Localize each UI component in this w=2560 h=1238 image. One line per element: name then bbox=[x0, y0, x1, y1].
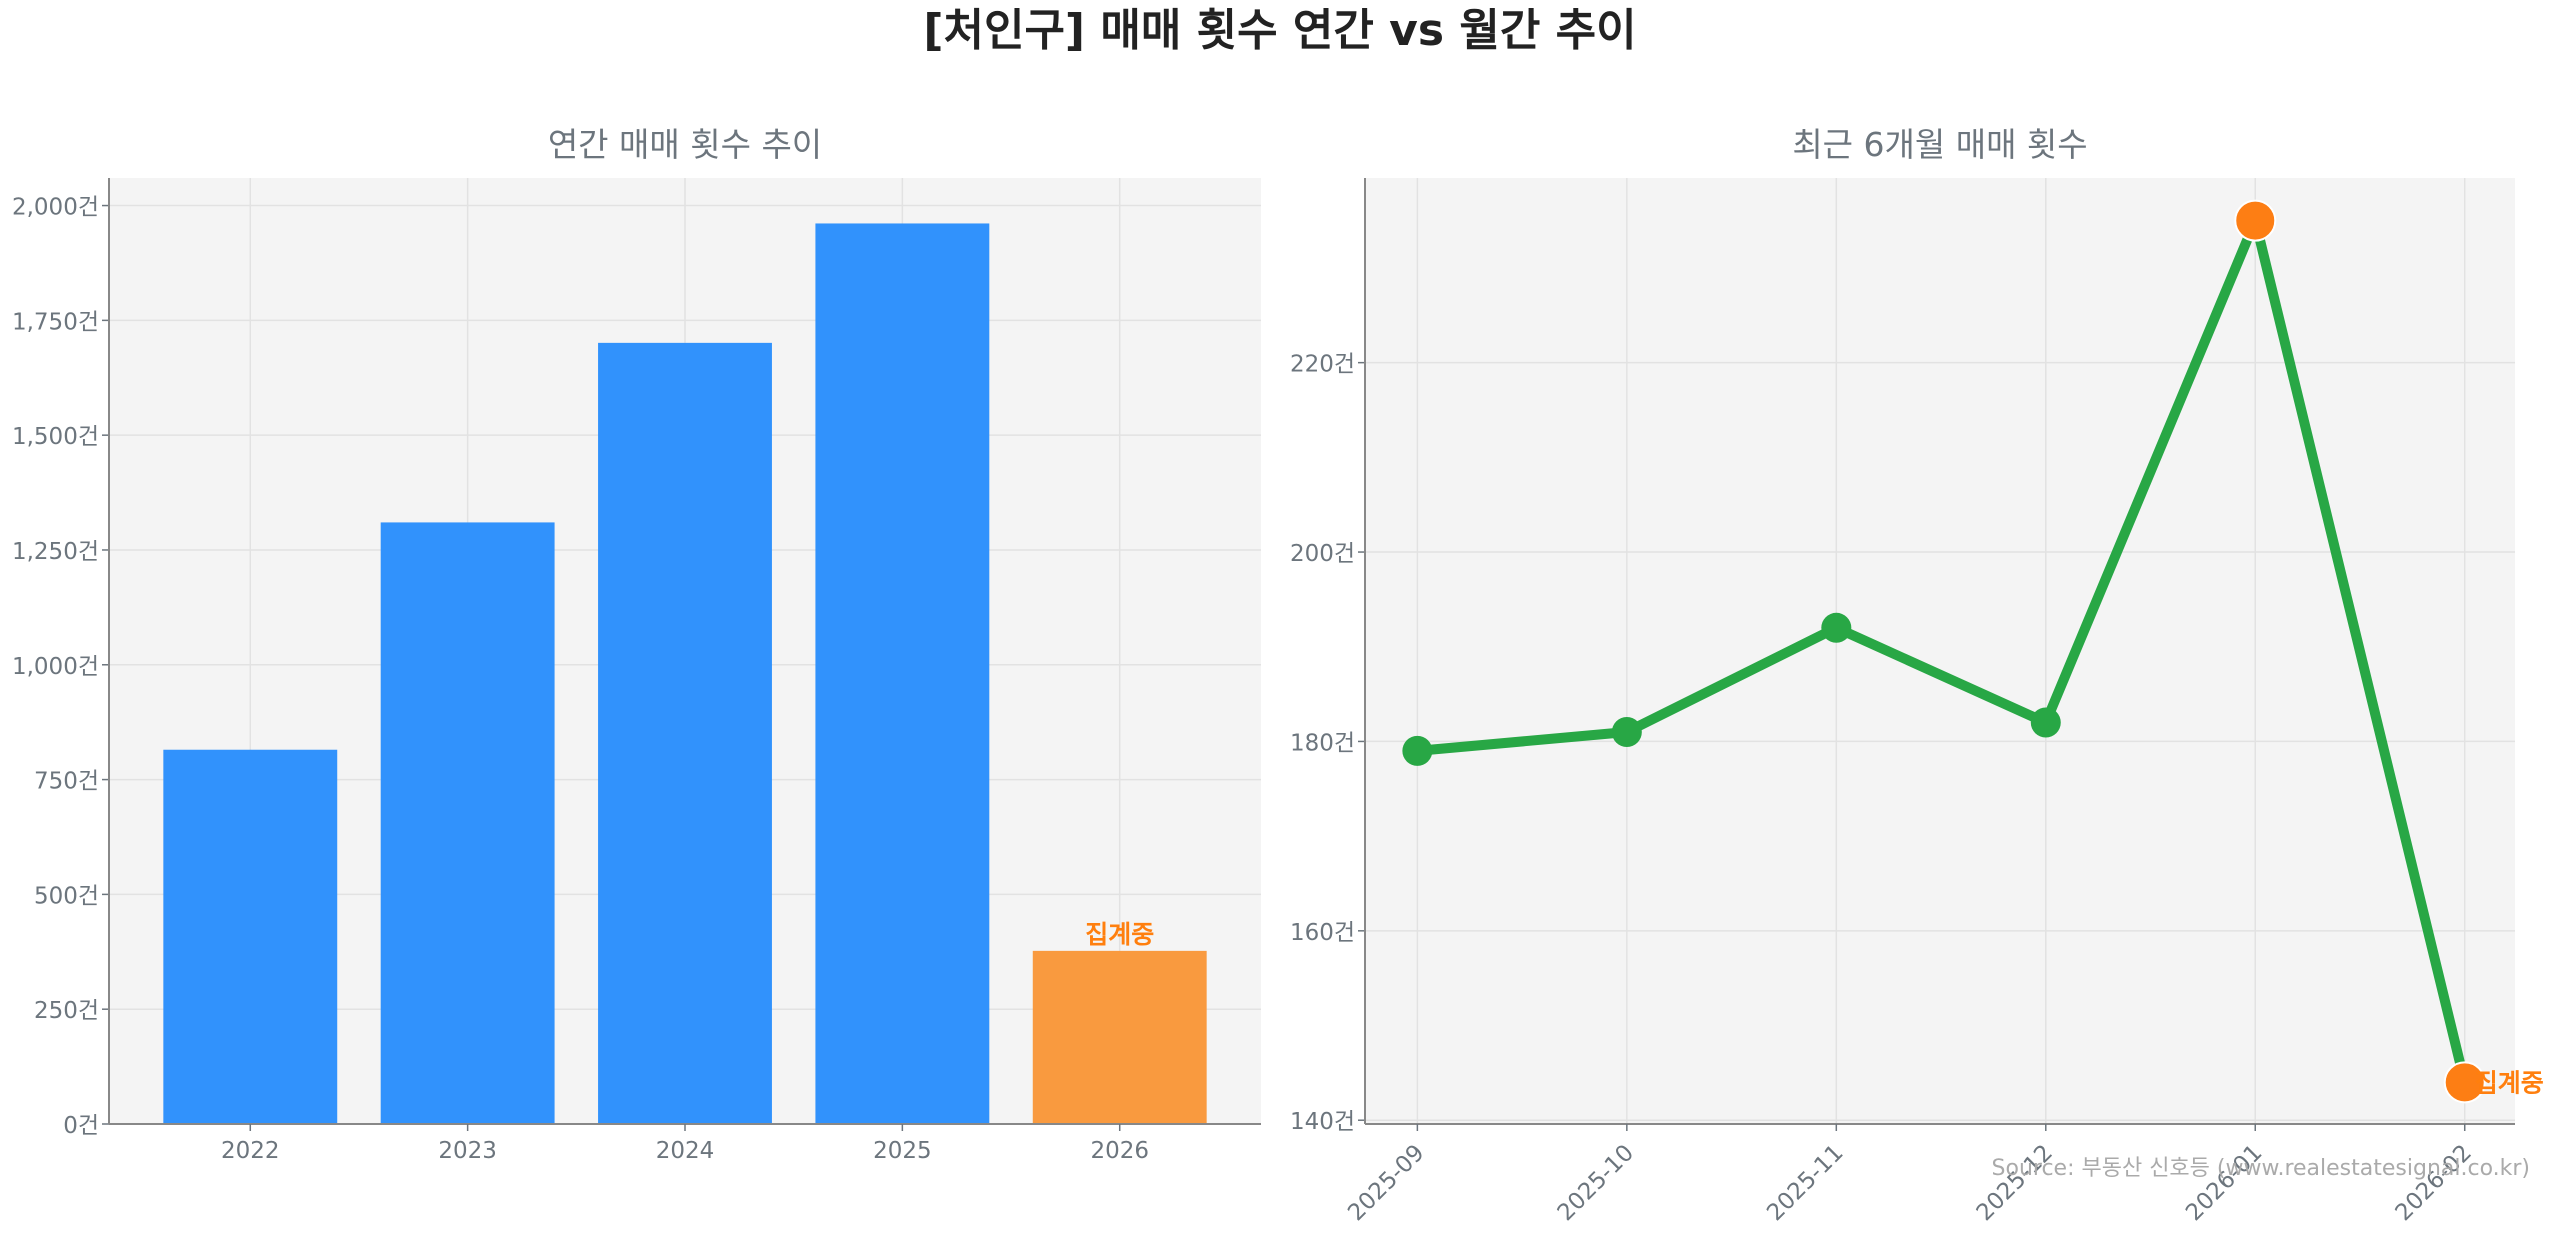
x-tick-label: 2026-01 bbox=[2181, 1140, 2267, 1226]
bar-2024 bbox=[598, 342, 772, 1124]
x-tick-label: 2025-09 bbox=[1343, 1140, 1429, 1226]
bar-2022 bbox=[163, 749, 338, 1124]
point-annotation: 집계중 bbox=[2475, 1068, 2544, 1097]
y-tick-label: 1,750건 bbox=[12, 309, 99, 335]
y-tick-label: 140건 bbox=[1290, 1109, 1355, 1135]
y-tick-label: 200건 bbox=[1290, 541, 1355, 567]
subplot-title: 연간 매매 횟수 추이 bbox=[548, 125, 822, 164]
plot-background bbox=[1365, 178, 2515, 1124]
bar-2023 bbox=[380, 522, 555, 1124]
y-tick-label: 1,500건 bbox=[12, 424, 99, 450]
figure-title: [처인구] 매매 횟수 연간 vs 월간 추이 bbox=[923, 5, 1636, 56]
x-tick-label: 2023 bbox=[438, 1138, 497, 1164]
bar-2025 bbox=[815, 223, 990, 1124]
source-note: Source: 부동산 신호등 (www.realestatesignal.co… bbox=[1992, 1156, 2530, 1181]
y-tick-label: 2,000건 bbox=[12, 195, 99, 221]
x-tick-label: 2025 bbox=[873, 1138, 932, 1164]
data-point-2025-09 bbox=[1402, 735, 1433, 766]
subplot-title: 최근 6개월 매매 횟수 bbox=[1792, 125, 2087, 164]
y-tick-label: 160건 bbox=[1290, 920, 1355, 946]
x-tick-label: 2024 bbox=[656, 1138, 715, 1164]
x-tick-label: 2025-10 bbox=[1553, 1140, 1639, 1226]
data-point-2025-10 bbox=[1611, 716, 1642, 747]
data-point-2026-01 bbox=[2234, 199, 2277, 242]
y-tick-label: 180건 bbox=[1290, 730, 1355, 756]
series-line bbox=[1416, 215, 2470, 1084]
y-tick-label: 250건 bbox=[34, 998, 99, 1024]
x-tick-label: 2026 bbox=[1090, 1138, 1149, 1164]
bar-2026 bbox=[1032, 950, 1207, 1124]
annual-bar-chart: 0건 250건 500건 750건 1,000건 1,250건 1,500건 1,750건 2,… bbox=[12, 125, 1261, 1164]
data-point-2026-02 bbox=[2443, 1061, 2486, 1104]
bar-annotation: 집계중 bbox=[1085, 920, 1154, 949]
y-tick-label: 500건 bbox=[34, 883, 99, 909]
x-tick-label: 2022 bbox=[221, 1138, 280, 1164]
x-tick-label: 2025-11 bbox=[1762, 1140, 1848, 1226]
x-tick-label: 2026-02 bbox=[2391, 1140, 2477, 1226]
data-point-2025-12 bbox=[2030, 707, 2061, 738]
y-tick-label: 0건 bbox=[63, 1113, 99, 1139]
y-tick-label: 220건 bbox=[1290, 352, 1355, 378]
y-tick-label: 750건 bbox=[34, 769, 99, 795]
y-tick-label: 1,000건 bbox=[12, 654, 99, 680]
data-point-2025-11 bbox=[1821, 612, 1852, 643]
y-tick-label: 1,250건 bbox=[12, 539, 99, 565]
x-tick-label: 2025-12 bbox=[1972, 1140, 2058, 1226]
